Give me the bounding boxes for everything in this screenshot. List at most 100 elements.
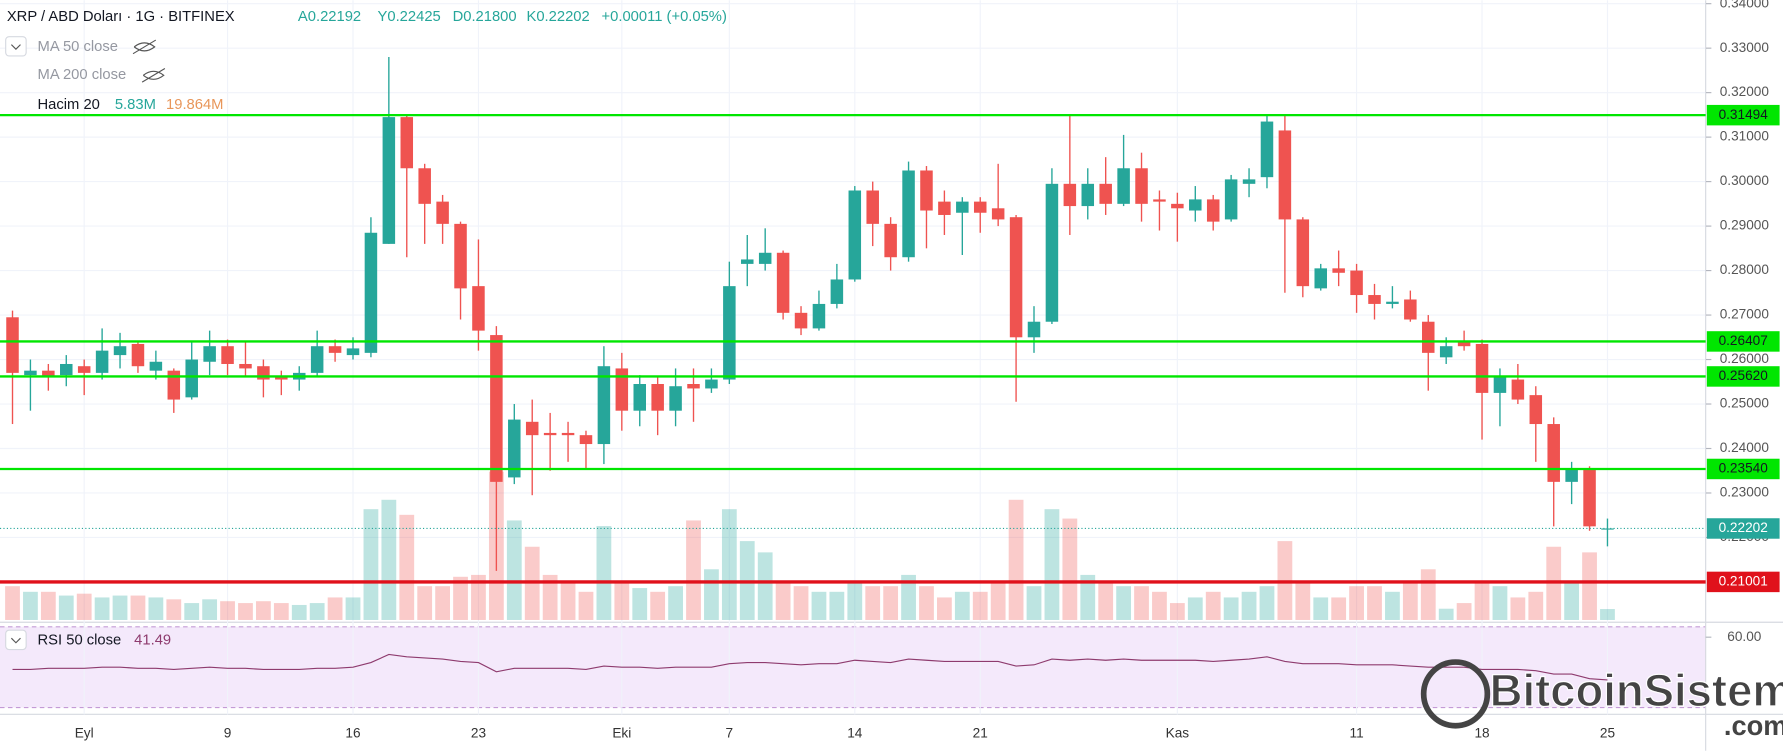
volume-bar — [1564, 580, 1580, 620]
indicator-label[interactable]: RSI 50 close — [38, 632, 122, 648]
candle-body — [1457, 341, 1471, 347]
y-tick-label: 0.32000 — [1720, 84, 1770, 99]
y-tick-label: 0.25000 — [1720, 396, 1770, 411]
hidden-icon[interactable] — [132, 39, 157, 55]
x-tick-label: Eyl — [75, 725, 94, 740]
level-label-box — [1706, 331, 1780, 352]
volume-bar — [1385, 591, 1400, 620]
candle-body — [830, 279, 844, 304]
candle-body — [687, 384, 700, 389]
volume-bar — [847, 580, 863, 620]
x-tick-label: 18 — [1474, 725, 1489, 740]
candle-body — [1386, 301, 1399, 304]
candle-body — [741, 259, 754, 264]
rsi-value: 41.49 — [134, 632, 171, 648]
candle-body — [1171, 203, 1184, 209]
candle-body — [848, 190, 862, 280]
volume-bar — [238, 603, 253, 620]
candle-body — [1475, 343, 1489, 393]
chart-title: XRP / ABD Doları · 1G · BITFINEX — [7, 9, 235, 25]
x-tick-label: Eki — [612, 725, 631, 740]
indicator-label[interactable]: MA 200 close — [38, 67, 127, 83]
volume-bar — [793, 586, 809, 620]
collapse-button[interactable] — [5, 36, 27, 57]
indicator-label[interactable]: Hacim 20 — [38, 97, 100, 113]
collapse-icon — [10, 44, 21, 50]
volume-bar — [256, 601, 271, 620]
volume-bar — [1528, 591, 1544, 620]
volume-bar — [40, 591, 56, 620]
candle-body — [1404, 299, 1417, 320]
volume-bar — [345, 597, 361, 620]
rsi-line — [12, 653, 1608, 681]
hidden-icon[interactable] — [141, 67, 166, 83]
candle-body — [1153, 199, 1166, 202]
candle-body — [1332, 268, 1345, 273]
volume-bar — [1420, 569, 1436, 620]
level-label: 0.31494 — [1719, 107, 1769, 122]
collapse-button[interactable] — [5, 629, 27, 651]
candle-body — [1224, 179, 1238, 220]
level-label: 0.21001 — [1719, 574, 1768, 589]
volume-bar — [1313, 597, 1329, 620]
candle-body — [382, 117, 396, 244]
candle-body — [615, 368, 629, 411]
volume-bar — [596, 526, 612, 620]
volume-bar — [506, 520, 522, 620]
y-tick-label: 0.33000 — [1720, 40, 1770, 55]
volume-bar — [668, 586, 683, 620]
level-label-box — [1706, 104, 1780, 126]
volume-bar — [1331, 597, 1347, 620]
candle-body — [77, 366, 91, 373]
volume-bar — [291, 604, 307, 620]
candle-body — [113, 346, 127, 356]
indicator-label[interactable]: MA 50 close — [38, 39, 118, 55]
x-tick-label: 21 — [973, 725, 988, 740]
volume-value: 5.83M — [115, 97, 156, 113]
y-tick-label: 0.31000 — [1720, 129, 1770, 144]
candle-body — [1117, 168, 1130, 204]
candle-body — [418, 168, 431, 204]
candle-body — [328, 346, 342, 353]
y-tick-label: 0.26000 — [1720, 351, 1770, 366]
volume-bar — [148, 597, 164, 620]
ohlc-high: Y0.22425 — [378, 9, 441, 25]
volume-bar — [1474, 580, 1490, 620]
volume-bar — [560, 580, 576, 620]
volume-bar — [990, 580, 1006, 620]
candle-body — [669, 386, 682, 411]
candle-body — [1547, 424, 1560, 482]
candle-body — [1081, 183, 1095, 207]
volume-bar — [130, 595, 146, 620]
x-tick-label: 9 — [224, 725, 232, 740]
level-label-box — [1706, 366, 1780, 387]
candle-body — [310, 346, 324, 373]
volume-bar — [1187, 597, 1203, 620]
volume-bar — [202, 599, 218, 620]
candle-body — [1027, 321, 1041, 338]
candle-body — [651, 384, 664, 411]
candle-body — [95, 350, 109, 373]
candle-body — [633, 384, 646, 411]
volume-bar — [1152, 591, 1167, 620]
volume-bar — [578, 591, 594, 620]
watermark: .com — [1724, 710, 1783, 741]
candle-body — [1439, 346, 1453, 358]
volume-bar — [1080, 574, 1096, 620]
volume-bar — [1223, 597, 1239, 620]
watermark: BitcoinSistemi — [1490, 665, 1783, 716]
candle-body — [1511, 379, 1525, 400]
volume-bar — [829, 591, 845, 620]
candle-body — [1368, 295, 1381, 304]
candle-body — [561, 432, 575, 436]
candle-body — [991, 208, 1005, 220]
ohlc-close: K0.22202 — [526, 9, 589, 25]
volume-bar — [309, 603, 325, 620]
watermark-logo — [1420, 659, 1491, 729]
volume-bar — [937, 597, 952, 620]
level-label: 0.26407 — [1719, 333, 1768, 348]
volume-bar — [184, 603, 200, 620]
candle-body — [758, 252, 772, 264]
x-tick-label: 16 — [345, 725, 360, 740]
